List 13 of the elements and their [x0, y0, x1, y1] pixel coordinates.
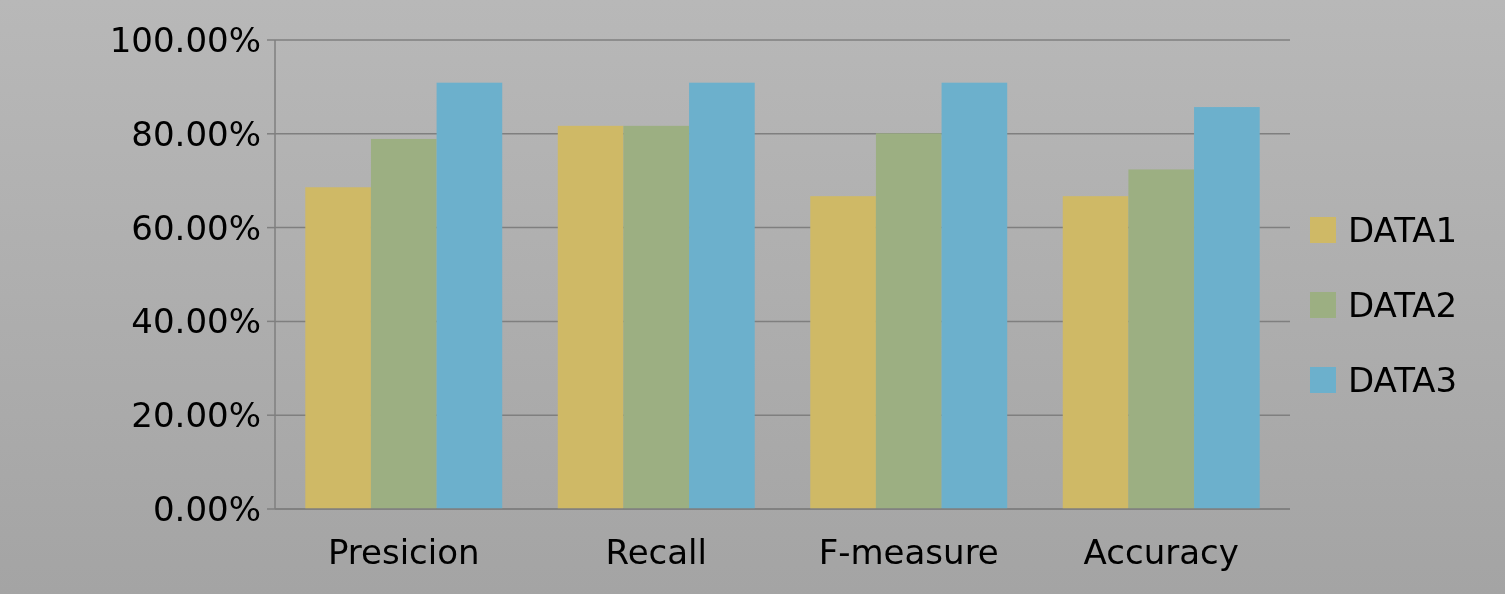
y-tick-label: 60.00%: [131, 207, 261, 248]
legend-label: DATA3: [1348, 359, 1458, 400]
legend-label: DATA1: [1348, 209, 1458, 250]
x-tick-label: F-measure: [818, 532, 999, 572]
y-tick-label: 80.00%: [131, 113, 261, 154]
legend-label: DATA2: [1348, 284, 1458, 325]
x-tick-label: Presicion: [327, 532, 480, 572]
x-tick-label: Accuracy: [1083, 532, 1239, 572]
y-tick-label: 40.00%: [131, 301, 261, 342]
y-tick-label: 0.00%: [152, 488, 261, 529]
y-tick-label: 20.00%: [131, 395, 261, 436]
x-tick-label: Recall: [605, 532, 707, 572]
y-tick-label: 100.00%: [109, 19, 261, 60]
